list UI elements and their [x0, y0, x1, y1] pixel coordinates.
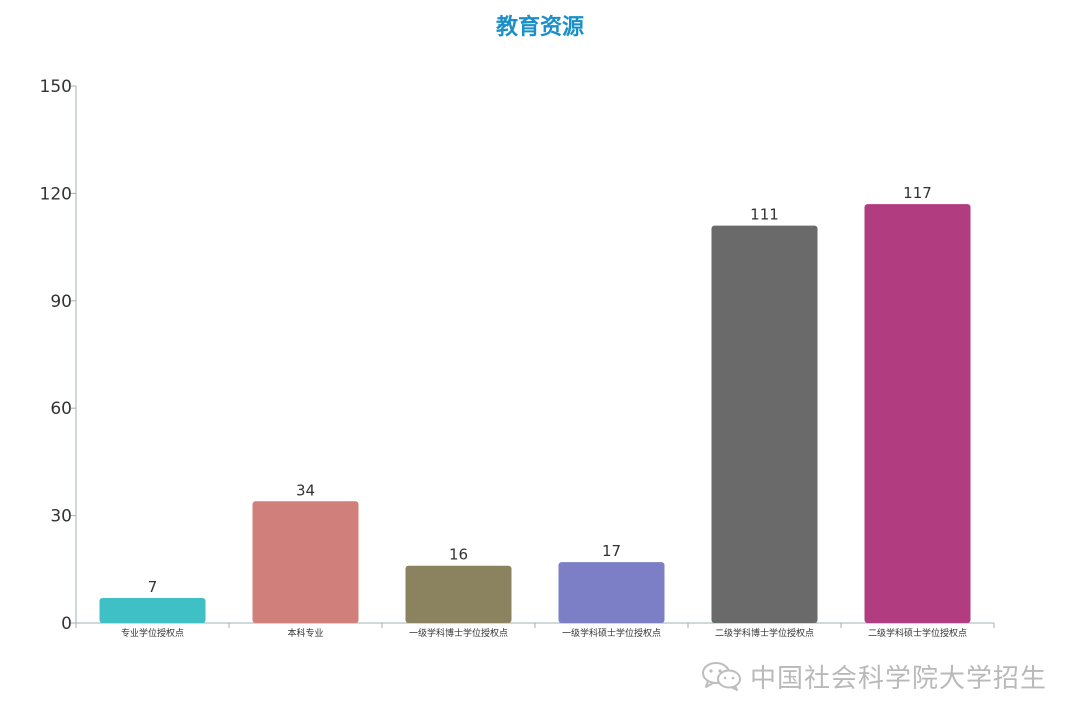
- x-tick-label: 本科专业: [287, 627, 323, 639]
- chart-labels: 7 专业学位授权点 34 本科专业 16 一级学科博士学位授权点 17 一级学科硕士学位授权点…: [121, 184, 967, 639]
- y-tick-label: 60: [50, 399, 72, 419]
- x-tick-label: 一级学科博士学位授权点: [409, 627, 508, 639]
- x-tick-label: 专业学位授权点: [121, 627, 184, 639]
- watermark: 中国社会科学院大学招生: [700, 658, 1047, 694]
- bar: [99, 597, 206, 623]
- chart-title: 教育资源: [495, 15, 584, 40]
- x-tick-label: 二级学科博士学位授权点: [715, 627, 814, 639]
- bar: [558, 562, 665, 623]
- data-label: 111: [750, 206, 779, 224]
- bar: [711, 225, 818, 623]
- y-tick-label: 90: [50, 292, 72, 312]
- bar: [252, 501, 359, 623]
- data-label: 34: [296, 481, 315, 499]
- y-tick-label: 30: [50, 507, 72, 527]
- y-tick-label: 0: [61, 614, 72, 634]
- data-label: 7: [148, 578, 158, 596]
- bar: [405, 565, 512, 623]
- data-label: 117: [903, 184, 932, 202]
- data-label: 17: [602, 542, 621, 560]
- y-tick-label: 120: [40, 184, 72, 204]
- bar: [864, 204, 971, 623]
- data-label: 16: [449, 546, 468, 564]
- chart-bars: [99, 204, 971, 623]
- chart-axes: 0 30 60 90 120 150: [40, 77, 995, 634]
- x-tick-label: 一级学科硕士学位授权点: [562, 627, 661, 639]
- x-tick-label: 二级学科硕士学位授权点: [868, 627, 967, 639]
- wechat-icon: [702, 662, 741, 691]
- y-tick-label: 150: [40, 77, 72, 97]
- watermark-text: 中国社会科学院大学招生: [750, 663, 1048, 694]
